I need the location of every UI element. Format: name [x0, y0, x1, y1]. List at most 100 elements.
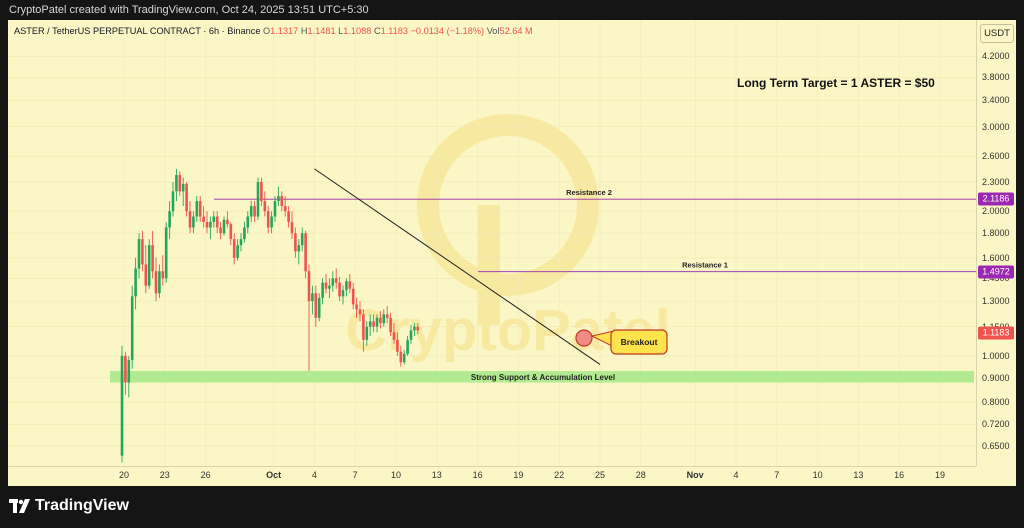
candle-body — [147, 245, 151, 286]
time-tick-label: 22 — [554, 470, 565, 480]
time-tick-label: 28 — [635, 470, 646, 480]
candle-body — [399, 351, 403, 363]
chart-credit-bar: CryptoPatel created with TradingView.com… — [0, 0, 1024, 20]
candle-body — [324, 282, 328, 289]
candle-body — [392, 332, 396, 340]
candle-body — [314, 293, 318, 318]
candle-body — [253, 206, 256, 217]
candle-body — [270, 216, 273, 228]
candle-body — [402, 353, 406, 363]
candle-body — [124, 355, 127, 383]
time-tick-label: 25 — [594, 470, 606, 480]
candle-body — [341, 290, 345, 297]
breakout-label: Breakout — [621, 337, 658, 347]
candle-body — [219, 227, 222, 234]
candle-body — [134, 268, 137, 297]
candle-body — [181, 183, 185, 192]
time-tick-label: 4 — [311, 470, 317, 480]
candle-body — [239, 239, 243, 246]
candle-body — [236, 245, 239, 258]
breakout-marker — [575, 329, 593, 347]
candle-body — [409, 330, 413, 340]
candle-body — [365, 326, 369, 340]
candle-body — [396, 339, 399, 352]
candle-body — [317, 297, 321, 318]
logo-stem — [13, 499, 17, 513]
logo-dot — [18, 499, 24, 505]
candle-body — [375, 317, 379, 327]
time-tick-label: 13 — [431, 470, 442, 480]
candle-body — [154, 271, 158, 294]
descending-trendline — [314, 168, 601, 365]
candle-body — [215, 216, 219, 228]
candle-body — [161, 271, 165, 279]
candle-body — [304, 233, 307, 272]
candle-body — [222, 219, 226, 234]
candle-body — [389, 317, 392, 333]
candle-body — [209, 221, 212, 228]
candle-body — [379, 317, 382, 324]
candle-body — [192, 216, 195, 228]
volume-label: Vol — [486, 26, 500, 36]
close-label: C — [373, 26, 381, 36]
low-value: 1.1088 — [343, 26, 372, 36]
currency-unit-button[interactable]: USDT — [980, 24, 1014, 43]
candle-body — [178, 174, 182, 192]
time-tick-label: 13 — [853, 470, 864, 480]
candle-body — [198, 201, 202, 217]
symbol-legend: ASTER / TetherUS PERPETUAL CONTRACT · 6h… — [14, 26, 533, 36]
time-tick-label: 19 — [513, 470, 524, 480]
candle-body — [273, 201, 277, 217]
target-annotation: Long Term Target = 1 ASTER = $50 — [737, 76, 935, 90]
candle-body — [338, 282, 341, 297]
price-tick-label: 0.7200 — [982, 419, 1010, 430]
chart-frame — [8, 20, 1016, 486]
logo-slash — [19, 499, 30, 513]
credit-text: CryptoPatel created with TradingView.com… — [9, 4, 369, 16]
open-value: 1.1317 — [270, 26, 299, 36]
time-tick-label: 19 — [934, 470, 946, 480]
time-tick-label: 26 — [200, 470, 211, 480]
time-axis[interactable] — [8, 466, 976, 487]
candle-body — [130, 296, 134, 361]
candle-body — [355, 304, 358, 310]
candle-body — [212, 216, 216, 222]
price-tick-label: 4.2000 — [982, 51, 1010, 62]
price-tick-label: 1.4500 — [982, 273, 1010, 284]
candle-body — [158, 271, 161, 294]
open-label: O — [263, 26, 271, 36]
price-tick-label: 2.3000 — [982, 177, 1010, 188]
candle-body — [362, 314, 365, 340]
time-tick-label: 16 — [472, 470, 483, 480]
breakout-box — [610, 329, 668, 355]
candle-body — [307, 271, 311, 302]
current-price-badge: 1.1183 — [978, 326, 1014, 340]
candle-body — [300, 233, 304, 246]
tradingview-brand[interactable]: TradingView — [35, 497, 129, 514]
time-tick-label: 23 — [159, 470, 170, 480]
price-tick-label: 1.6000 — [982, 252, 1010, 263]
price-tick-label: 1.3000 — [982, 296, 1010, 307]
plot-area[interactable]: CryptoPatel Strong Support & Accumulatio… — [8, 20, 976, 466]
candle-body — [382, 314, 386, 324]
candle-body — [120, 355, 124, 456]
candle-body — [260, 182, 263, 202]
candle-body — [205, 221, 209, 228]
symbol-name[interactable]: ASTER / TetherUS PERPETUAL CONTRACT · 6h… — [14, 26, 261, 36]
price-tick-label: 2.6000 — [982, 151, 1010, 162]
candle-body — [144, 264, 148, 286]
resistance-price-badge: 1.4972 — [978, 265, 1014, 279]
candle-body — [372, 321, 375, 327]
candle-body — [297, 245, 301, 252]
candle-body — [188, 211, 192, 228]
time-tick-label: 20 — [118, 470, 130, 480]
candle-body — [243, 227, 246, 240]
candle-body — [127, 360, 131, 383]
candle-body — [226, 219, 229, 225]
resistance-levels: Resistance 2 Resistance 1 — [214, 188, 976, 273]
watermark-stem — [478, 205, 500, 325]
breakout-callout: Breakout — [575, 329, 668, 355]
candle-body — [385, 314, 389, 318]
time-tick-label: 4 — [733, 470, 739, 480]
price-axis[interactable] — [976, 20, 1017, 466]
